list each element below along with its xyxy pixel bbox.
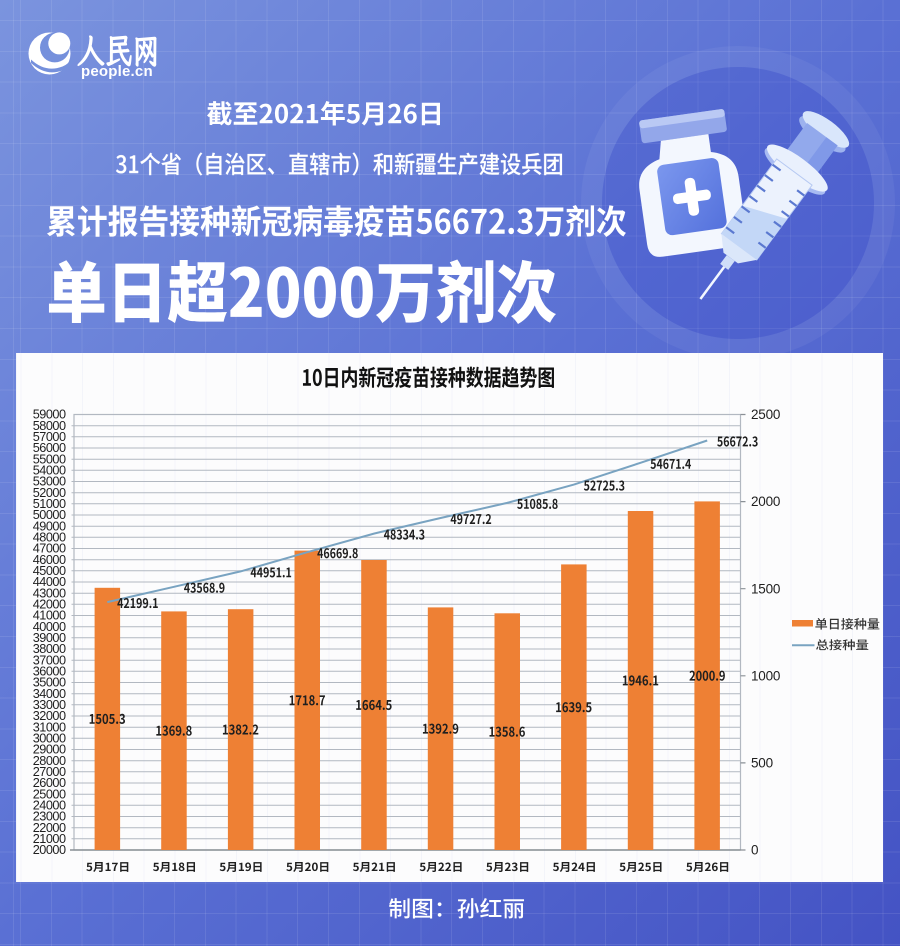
svg-text:43000: 43000: [33, 586, 66, 600]
svg-text:46000: 46000: [33, 553, 66, 567]
svg-text:36000: 36000: [33, 665, 66, 679]
svg-text:2000: 2000: [751, 494, 780, 509]
svg-text:24000: 24000: [33, 799, 66, 813]
svg-text:20000: 20000: [33, 843, 66, 857]
svg-text:59000: 59000: [33, 408, 66, 422]
svg-text:51000: 51000: [33, 497, 66, 511]
svg-text:23000: 23000: [33, 810, 66, 824]
svg-text:57000: 57000: [33, 430, 66, 444]
svg-text:31000: 31000: [33, 720, 66, 734]
svg-text:58000: 58000: [33, 419, 66, 433]
svg-text:500: 500: [751, 756, 773, 771]
svg-text:33000: 33000: [33, 698, 66, 712]
svg-text:38000: 38000: [33, 642, 66, 656]
svg-text:55000: 55000: [33, 452, 66, 466]
svg-text:54000: 54000: [33, 464, 66, 478]
svg-text:27000: 27000: [33, 765, 66, 779]
svg-text:53000: 53000: [33, 475, 66, 489]
svg-text:22000: 22000: [33, 821, 66, 835]
svg-text:50000: 50000: [33, 508, 66, 522]
svg-text:49000: 49000: [33, 519, 66, 533]
svg-text:29000: 29000: [33, 743, 66, 757]
svg-text:2500: 2500: [751, 407, 780, 422]
svg-text:32000: 32000: [33, 709, 66, 723]
svg-text:48000: 48000: [33, 531, 66, 545]
svg-text:26000: 26000: [33, 776, 66, 790]
svg-text:28000: 28000: [33, 754, 66, 768]
svg-text:35000: 35000: [33, 676, 66, 690]
svg-text:1500: 1500: [751, 581, 780, 596]
svg-text:34000: 34000: [33, 687, 66, 701]
svg-text:21000: 21000: [33, 832, 66, 846]
svg-text:47000: 47000: [33, 542, 66, 556]
svg-text:44000: 44000: [33, 575, 66, 589]
svg-text:0: 0: [751, 843, 758, 858]
svg-text:45000: 45000: [33, 564, 66, 578]
svg-text:40000: 40000: [33, 620, 66, 634]
svg-text:42000: 42000: [33, 598, 66, 612]
svg-text:30000: 30000: [33, 732, 66, 746]
svg-text:39000: 39000: [33, 631, 66, 645]
svg-text:52000: 52000: [33, 486, 66, 500]
svg-text:37000: 37000: [33, 653, 66, 667]
svg-text:41000: 41000: [33, 609, 66, 623]
svg-text:1000: 1000: [751, 668, 780, 683]
svg-text:56000: 56000: [33, 441, 66, 455]
svg-text:25000: 25000: [33, 787, 66, 801]
